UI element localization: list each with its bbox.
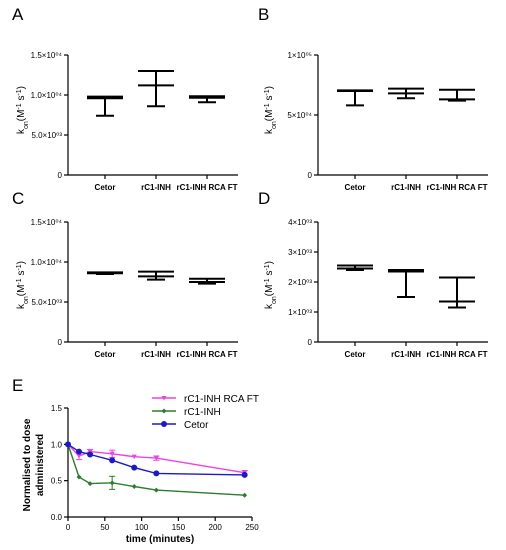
panel-label-c: C [12,189,24,208]
y-tick-label-d: 1×10⁰³ [288,308,312,317]
data-point-cetor [241,471,248,478]
y-tick-label-e: 1.0 [51,440,63,449]
y-tick-label-a: 0 [58,171,63,180]
legend-label-cetor: Cetor [184,420,209,431]
plot-area: 0 5.0×10⁰³ 1.0×10⁰⁴ 1.5×10⁰⁴ Cetor rC1-INH rC1… [31,51,488,532]
data-point-rc1-inh-rca-ft [109,451,115,457]
x-tick-label-d: rC1-INH [391,350,421,359]
panel-label-b: B [258,5,269,24]
legend-marker-rc1-inh [161,408,167,414]
legend-marker-cetor [161,421,167,427]
y-axis-title-c: kon(M-1 s-1) [16,261,30,309]
data-point-rc1-inh [87,481,93,487]
data-point-rc1-inh [76,474,82,480]
panel-label-e: E [12,376,23,395]
y-tick-label-c: 5.0×10⁰³ [31,298,62,307]
x-tick-label-d: rC1-INH RCA FT [426,350,487,359]
legend-item-rc1-inh: rC1-INH [152,407,221,418]
panel-label-d: D [258,189,270,208]
x-tick-label-e: 250 [245,523,259,532]
y-axis-title-e-line1: Normalised to dose [22,418,33,511]
y-tick-label-d: 3×10⁰³ [288,248,312,257]
series-rc1-inh-rca-ft [65,442,248,476]
legend-label-rc1-inh-rca-ft: rC1-INH RCA FT [184,394,259,405]
y-tick-label-d: 0 [308,338,313,347]
data-point-rc1-inh-rca-ft [131,454,137,460]
x-tick-label-e: 200 [209,523,223,532]
x-tick-label-e: 0 [66,523,71,532]
x-tick-label-e: 100 [135,523,149,532]
y-tick-label-e: 0.0 [51,513,63,522]
data-point-rc1-inh [131,483,137,489]
legend-item-rc1-inh-rca-ft: rC1-INH RCA FT [152,394,259,405]
y-tick-label-e: 0.5 [51,477,63,486]
y-tick-label-e: 1.5 [51,404,63,413]
x-tick-label-b: rC1-INH RCA FT [426,183,487,192]
legend-marker-rc1-inh-rca-ft [161,396,167,401]
data-point-cetor [76,448,83,455]
y-axis-title-d: kon(M-1 s-1) [264,261,278,309]
legend-label-rc1-inh: rC1-INH [184,407,221,418]
y-tick-label-c: 0 [58,338,63,347]
data-point-rc1-inh-rca-ft [76,453,82,459]
y-tick-label-b: 0 [308,171,313,180]
y-tick-label-b: 1×10⁰⁵ [287,51,312,60]
y-axis-title-e-line2: administered [35,434,46,496]
y-tick-label-c: 1.5×10⁰⁴ [31,218,63,227]
x-tick-label-c: rC1-INH [141,350,171,359]
y-tick-label-a: 1.5×10⁰⁴ [31,51,63,60]
data-point-cetor [131,464,138,471]
x-tick-label-c: Cetor [95,350,116,359]
x-tick-label-a: rC1-INH [141,183,171,192]
x-tick-label-a: rC1-INH RCA FT [176,183,237,192]
series-cetor [65,441,248,478]
x-tick-label-e: 50 [100,523,109,532]
data-point-rc1-inh-rca-ft [153,456,159,461]
x-axis-title-e: time (minutes) [126,534,194,545]
panel-label-a: A [12,5,24,24]
data-point-cetor [153,470,160,477]
data-point-rc1-inh [242,492,248,498]
data-point-cetor [109,457,116,464]
y-axis-title-a: kon(M-1 s-1) [16,86,30,134]
data-point-cetor [87,451,94,458]
y-tick-label-b: 5×10⁰⁴ [287,111,312,120]
x-tick-label-d: Cetor [345,350,366,359]
series-rc1-inh [65,441,248,498]
x-tick-label-b: rC1-INH [391,183,421,192]
y-tick-label-a: 1.0×10⁰⁴ [31,91,63,100]
y-tick-label-d: 4×10⁰³ [288,218,312,227]
data-point-cetor [65,441,71,448]
x-tick-label-c: rC1-INH RCA FT [176,350,237,359]
y-tick-label-d: 2×10⁰³ [288,278,312,287]
y-tick-label-a: 5.0×10⁰³ [31,131,62,140]
y-axis-title-b: kon(M-1 s-1) [264,86,278,134]
x-tick-label-e: 150 [172,523,186,532]
legend-item-cetor: Cetor [152,420,209,431]
x-tick-label-b: Cetor [345,183,366,192]
x-tick-label-a: Cetor [95,183,116,192]
y-tick-label-c: 1.0×10⁰⁴ [31,258,63,267]
data-point-rc1-inh [109,480,115,486]
data-point-rc1-inh [153,487,159,493]
